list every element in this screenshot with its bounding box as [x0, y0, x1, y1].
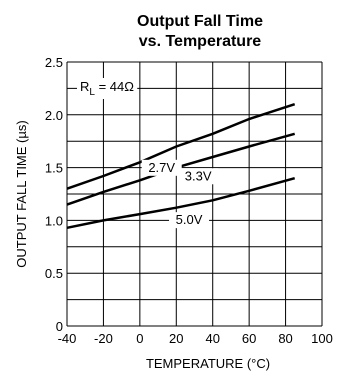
tick-labels: -40 -20 0 20 40 60 80 100 0 0.5 1.0 1.5 2.0 2.5	[45, 55, 333, 346]
x-axis-label: TEMPERATURE (°C)	[146, 356, 270, 371]
series-label-background	[169, 212, 210, 229]
load-resistance-annotation: RL = 44Ω	[80, 79, 134, 98]
x-tick-label: 40	[205, 331, 219, 346]
series-label: 3.3V	[185, 168, 212, 183]
series-label-background	[141, 159, 182, 176]
y-axis-label: OUTPUT FALL TIME (µs)	[14, 120, 29, 267]
y-tick-label: 1.0	[45, 213, 63, 228]
chart-title: Output Fall Time	[137, 13, 263, 30]
chart-subtitle: vs. Temperature	[139, 33, 262, 50]
x-tick-label: 20	[169, 331, 183, 346]
series-label-background	[178, 168, 219, 185]
y-tick-label: 0.5	[45, 266, 63, 281]
y-tick-label: 0	[56, 319, 63, 334]
y-tick-label: 2.0	[45, 108, 63, 123]
x-tick-label: 60	[242, 331, 256, 346]
series-line-2-7V	[66, 103, 296, 190]
x-tick-label: -20	[94, 331, 113, 346]
series-labels: 2.7V 3.3V 5.0V	[141, 159, 219, 229]
x-tick-label: 80	[278, 331, 292, 346]
y-tick-label: 2.5	[45, 55, 63, 70]
x-tick-label: 100	[311, 331, 333, 346]
x-tick-label: 0	[136, 331, 143, 346]
x-tick-label: -40	[58, 331, 77, 346]
series-label: 2.7V	[148, 160, 175, 175]
annotation-background	[77, 78, 138, 99]
series-label: 5.0V	[176, 212, 203, 227]
series-line-5-0V	[66, 176, 296, 230]
y-tick-label: 1.5	[45, 161, 63, 176]
grid	[66, 61, 323, 327]
